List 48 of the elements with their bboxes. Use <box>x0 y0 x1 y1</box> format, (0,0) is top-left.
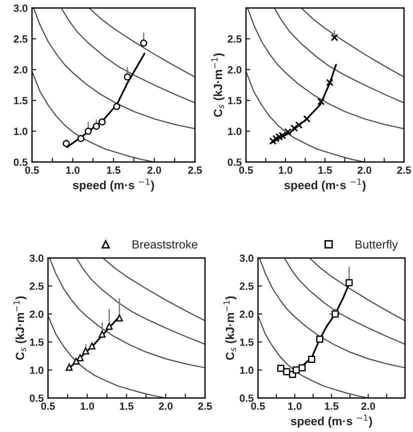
x-tick-label: 1.0 <box>66 166 80 174</box>
x-tick-label: 1.5 <box>120 402 134 410</box>
y-tick-label: 1.5 <box>228 97 242 104</box>
y-tick-label: 2.0 <box>228 66 242 74</box>
x-axis-title: speed (m·s $^{−1}$) <box>290 414 372 428</box>
x-tick-label: 2.0 <box>158 402 173 410</box>
y-tick-label: 2.5 <box>240 282 254 290</box>
legend-label: Breaststroke <box>132 240 198 249</box>
y-tick-label: 0.5 <box>14 158 28 166</box>
x-tick-label: 0.5 <box>41 402 55 410</box>
y-tick-label: 1.0 <box>14 128 28 136</box>
x-tick-label: 1.5 <box>106 166 120 174</box>
x-tick-label: 2.5 <box>198 402 212 410</box>
y-tick-label: 1.5 <box>14 97 28 104</box>
x-tick-label: 1.0 <box>80 402 94 410</box>
y-axis-title: C$_{s}$ (kJ·m$^{−1}$) <box>223 296 236 360</box>
x-tick-label: 2.5 <box>397 166 411 174</box>
y-tick-label: 0.5 <box>240 394 254 402</box>
x-tick-label: 2.0 <box>358 166 372 174</box>
legend-label: Butterfly <box>356 240 398 251</box>
y-tick-label: 2.5 <box>228 35 242 43</box>
y-tick-label: 2.0 <box>14 66 28 74</box>
x-tick-label: 0.5 <box>251 402 265 410</box>
y-tick-label: 2.5 <box>30 282 44 290</box>
y-tick-label: 1.5 <box>240 338 254 346</box>
y-tick-label: 0.5 <box>30 394 44 402</box>
x-tick-label: 1.5 <box>318 166 332 174</box>
x-tick-label: 1.0 <box>278 166 292 174</box>
x-tick-label: 1.5 <box>324 402 338 410</box>
x-tick-label: 2.5 <box>188 166 202 174</box>
y-tick-label: 1.0 <box>228 128 242 136</box>
x-tick-label: 1.0 <box>288 402 302 410</box>
y-tick-label: 1.0 <box>240 366 254 374</box>
y-axis-title: C$_{s}$ (kJ·m$^{−1}$) <box>211 53 224 117</box>
y-tick-label: 2.0 <box>30 310 44 318</box>
y-axis-title: C$_{s}$ (kJ·m$^{−1}$) <box>13 296 26 360</box>
y-tick-label: 3.0 <box>240 254 254 262</box>
x-axis-title: speed (m·s $^{−1}$) <box>72 178 154 192</box>
y-tick-label: 2.0 <box>240 310 254 318</box>
y-tick-label: 2.5 <box>14 35 28 43</box>
y-tick-label: 3.0 <box>14 4 28 12</box>
x-tick-label: 2.0 <box>361 402 376 410</box>
y-tick-label: 1.5 <box>30 338 44 346</box>
y-tick-label: 1.0 <box>30 366 44 374</box>
y-tick-label: 0.5 <box>228 158 242 166</box>
x-tick-label: 2.0 <box>147 166 162 174</box>
y-tick-label: 3.0 <box>30 254 44 262</box>
x-axis-title: speed (m·s $^{−1}$) <box>284 178 366 192</box>
